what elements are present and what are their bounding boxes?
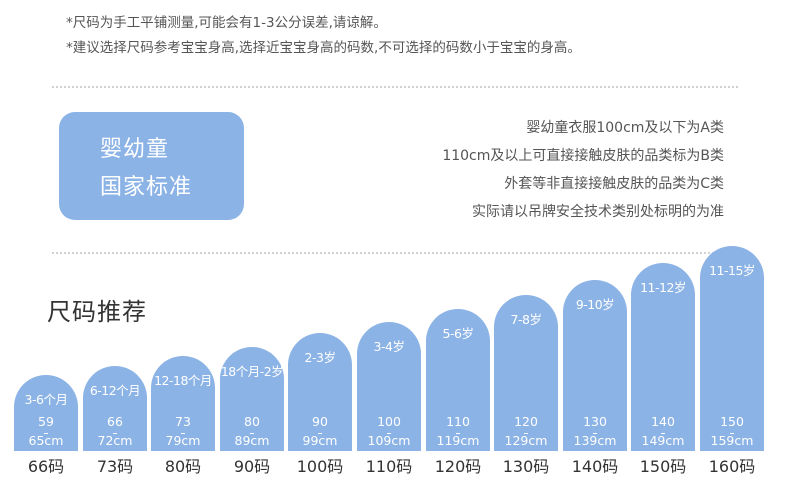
height-from: 140 xyxy=(651,414,675,429)
size-bar: 11-12岁 140 149cm xyxy=(631,263,695,451)
height-to: 79cm xyxy=(165,433,201,448)
rule-class-b: 110cm及以上可直接接触皮肤的品类标为B类 xyxy=(442,148,724,164)
size-bar: 7-8岁 120 129cm xyxy=(494,295,558,451)
age-range: 11-15岁 xyxy=(709,263,755,278)
age-range: 11-12岁 xyxy=(640,280,686,295)
size-label: 100码 xyxy=(296,457,344,476)
divider-top xyxy=(52,86,738,88)
range-separator xyxy=(661,433,665,434)
height-from: 59 xyxy=(38,414,54,429)
rule-class-c: 外套等非直接接触皮肤的品类为C类 xyxy=(504,176,724,192)
size-bar: 18个月-2岁 80 89cm xyxy=(220,347,284,451)
range-separator xyxy=(318,433,322,434)
standard-badge-line2: 国家标准 xyxy=(100,175,193,200)
range-separator xyxy=(181,433,185,434)
rule-class-a: 婴幼童衣服100cm及以下为A类 xyxy=(526,120,724,136)
size-label: 140码 xyxy=(571,457,619,476)
height-to: 65cm xyxy=(28,433,64,448)
size-label: 120码 xyxy=(434,457,482,476)
size-label: 150码 xyxy=(639,457,687,476)
range-separator xyxy=(730,433,734,434)
height-to: 72cm xyxy=(97,433,133,448)
height-from: 73 xyxy=(175,414,191,429)
age-range: 7-8岁 xyxy=(510,312,542,327)
range-separator xyxy=(593,433,597,434)
height-from: 80 xyxy=(244,414,260,429)
height-to: 99cm xyxy=(302,433,338,448)
range-separator xyxy=(524,433,528,434)
note-height-advice: *建议选择尺码参考宝宝身高,选择近宝宝身高的码数,不可选择的码数小于宝宝的身高。 xyxy=(66,40,581,56)
height-from: 110 xyxy=(446,414,470,429)
age-range: 3-6个月 xyxy=(24,392,68,407)
range-separator xyxy=(387,433,391,434)
range-separator xyxy=(250,433,254,434)
height-to: 89cm xyxy=(234,433,270,448)
age-range: 2-3岁 xyxy=(304,350,336,365)
size-label: 160码 xyxy=(708,457,756,476)
age-range: 3-4岁 xyxy=(373,339,405,354)
note-measurement: *尺码为手工平铺测量,可能会有1-3公分误差,请谅解。 xyxy=(66,15,387,31)
height-to: 119cm xyxy=(436,433,480,448)
size-label: 66码 xyxy=(27,457,65,476)
range-separator xyxy=(113,433,117,434)
height-from: 150 xyxy=(720,414,744,429)
rule-tag-note: 实际请以吊牌安全技术类别处标明的为准 xyxy=(472,204,724,220)
size-label: 90码 xyxy=(233,457,271,476)
age-range: 9-10岁 xyxy=(575,297,615,312)
age-range: 6-12个月 xyxy=(89,383,141,398)
height-from: 100 xyxy=(377,414,401,429)
standard-badge: 婴幼童 国家标准 xyxy=(59,112,244,220)
range-separator xyxy=(456,433,460,434)
height-to: 109cm xyxy=(367,433,411,448)
section-title: 尺码推荐 xyxy=(47,298,147,326)
age-range: 18个月-2岁 xyxy=(220,364,284,379)
height-from: 90 xyxy=(312,414,328,429)
size-bar: 9-10岁 130 139cm xyxy=(563,280,627,451)
divider-middle xyxy=(52,252,738,254)
standard-badge-line1: 婴幼童 xyxy=(100,137,170,162)
standard-rules: 婴幼童衣服100cm及以下为A类 110cm及以上可直接接触皮肤的品类标为B类 … xyxy=(442,114,724,226)
height-to: 159cm xyxy=(710,433,754,448)
age-range: 12-18个月 xyxy=(154,373,212,388)
age-range: 5-6岁 xyxy=(442,326,474,341)
height-from: 120 xyxy=(514,414,538,429)
height-to: 149cm xyxy=(641,433,685,448)
size-label: 80码 xyxy=(164,457,202,476)
size-bar: 6-12个月 66 72cm xyxy=(83,366,147,451)
size-bar: 5-6岁 110 119cm xyxy=(426,309,490,451)
height-from: 130 xyxy=(583,414,607,429)
size-label: 110码 xyxy=(365,457,413,476)
size-label: 130码 xyxy=(502,457,550,476)
height-to: 129cm xyxy=(504,433,548,448)
height-from: 66 xyxy=(107,414,123,429)
size-bar: 3-4岁 100 109cm xyxy=(357,322,421,451)
size-bar: 11-15岁 150 159cm xyxy=(700,246,764,451)
size-bar: 3-6个月 59 65cm xyxy=(14,375,78,451)
height-to: 139cm xyxy=(573,433,617,448)
size-bar: 12-18个月 73 79cm xyxy=(151,356,215,451)
size-bar: 2-3岁 90 99cm xyxy=(288,333,352,451)
size-label: 73码 xyxy=(96,457,134,476)
range-separator xyxy=(44,433,48,434)
